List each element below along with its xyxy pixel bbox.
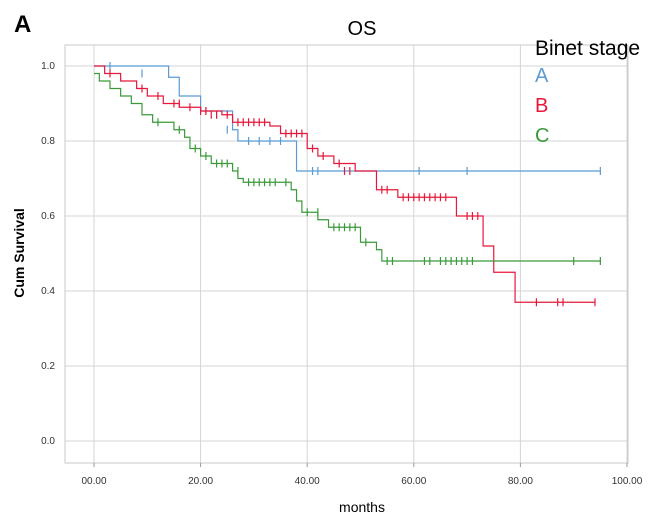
x-tick-label: 100.00 <box>612 476 643 487</box>
x-axis-ticks: 00.00 20.00 40.00 60.00 80.00 100.00 <box>81 463 643 487</box>
y-tick-label: 0.2 <box>41 361 55 372</box>
y-tick-label: 0.0 <box>41 436 55 447</box>
legend-entry-b: B <box>535 95 548 117</box>
legend-entry-a: A <box>535 65 549 87</box>
y-axis-ticks: 0.0 0.2 0.4 0.6 0.8 1.0 <box>41 61 55 447</box>
x-tick-label: 00.00 <box>81 476 106 487</box>
y-axis-label: Cum Survival <box>11 208 27 297</box>
panel-label: A <box>14 11 31 38</box>
legend-title: Binet stage <box>535 37 640 60</box>
series-a <box>94 62 601 175</box>
survival-curve-a <box>94 65 601 172</box>
y-tick-label: 0.4 <box>41 286 55 297</box>
y-tick-label: 0.8 <box>41 136 55 147</box>
x-tick-label: 80.00 <box>508 476 533 487</box>
y-tick-label: 0.6 <box>41 211 55 222</box>
survival-curve-b <box>94 65 596 303</box>
legend-entry-c: C <box>535 125 549 147</box>
plot-frame <box>64 44 629 464</box>
series-c <box>94 72 601 265</box>
x-tick-label: 60.00 <box>401 476 426 487</box>
x-tick-label: 40.00 <box>295 476 320 487</box>
x-tick-label: 20.00 <box>188 476 213 487</box>
y-tick-label: 1.0 <box>41 61 55 72</box>
chart-title: OS <box>348 18 377 40</box>
survival-curve-c <box>94 72 601 262</box>
x-axis-label: months <box>339 499 385 515</box>
series-group <box>94 62 601 307</box>
series-b <box>94 65 596 307</box>
legend: Binet stage A B C <box>535 37 640 147</box>
